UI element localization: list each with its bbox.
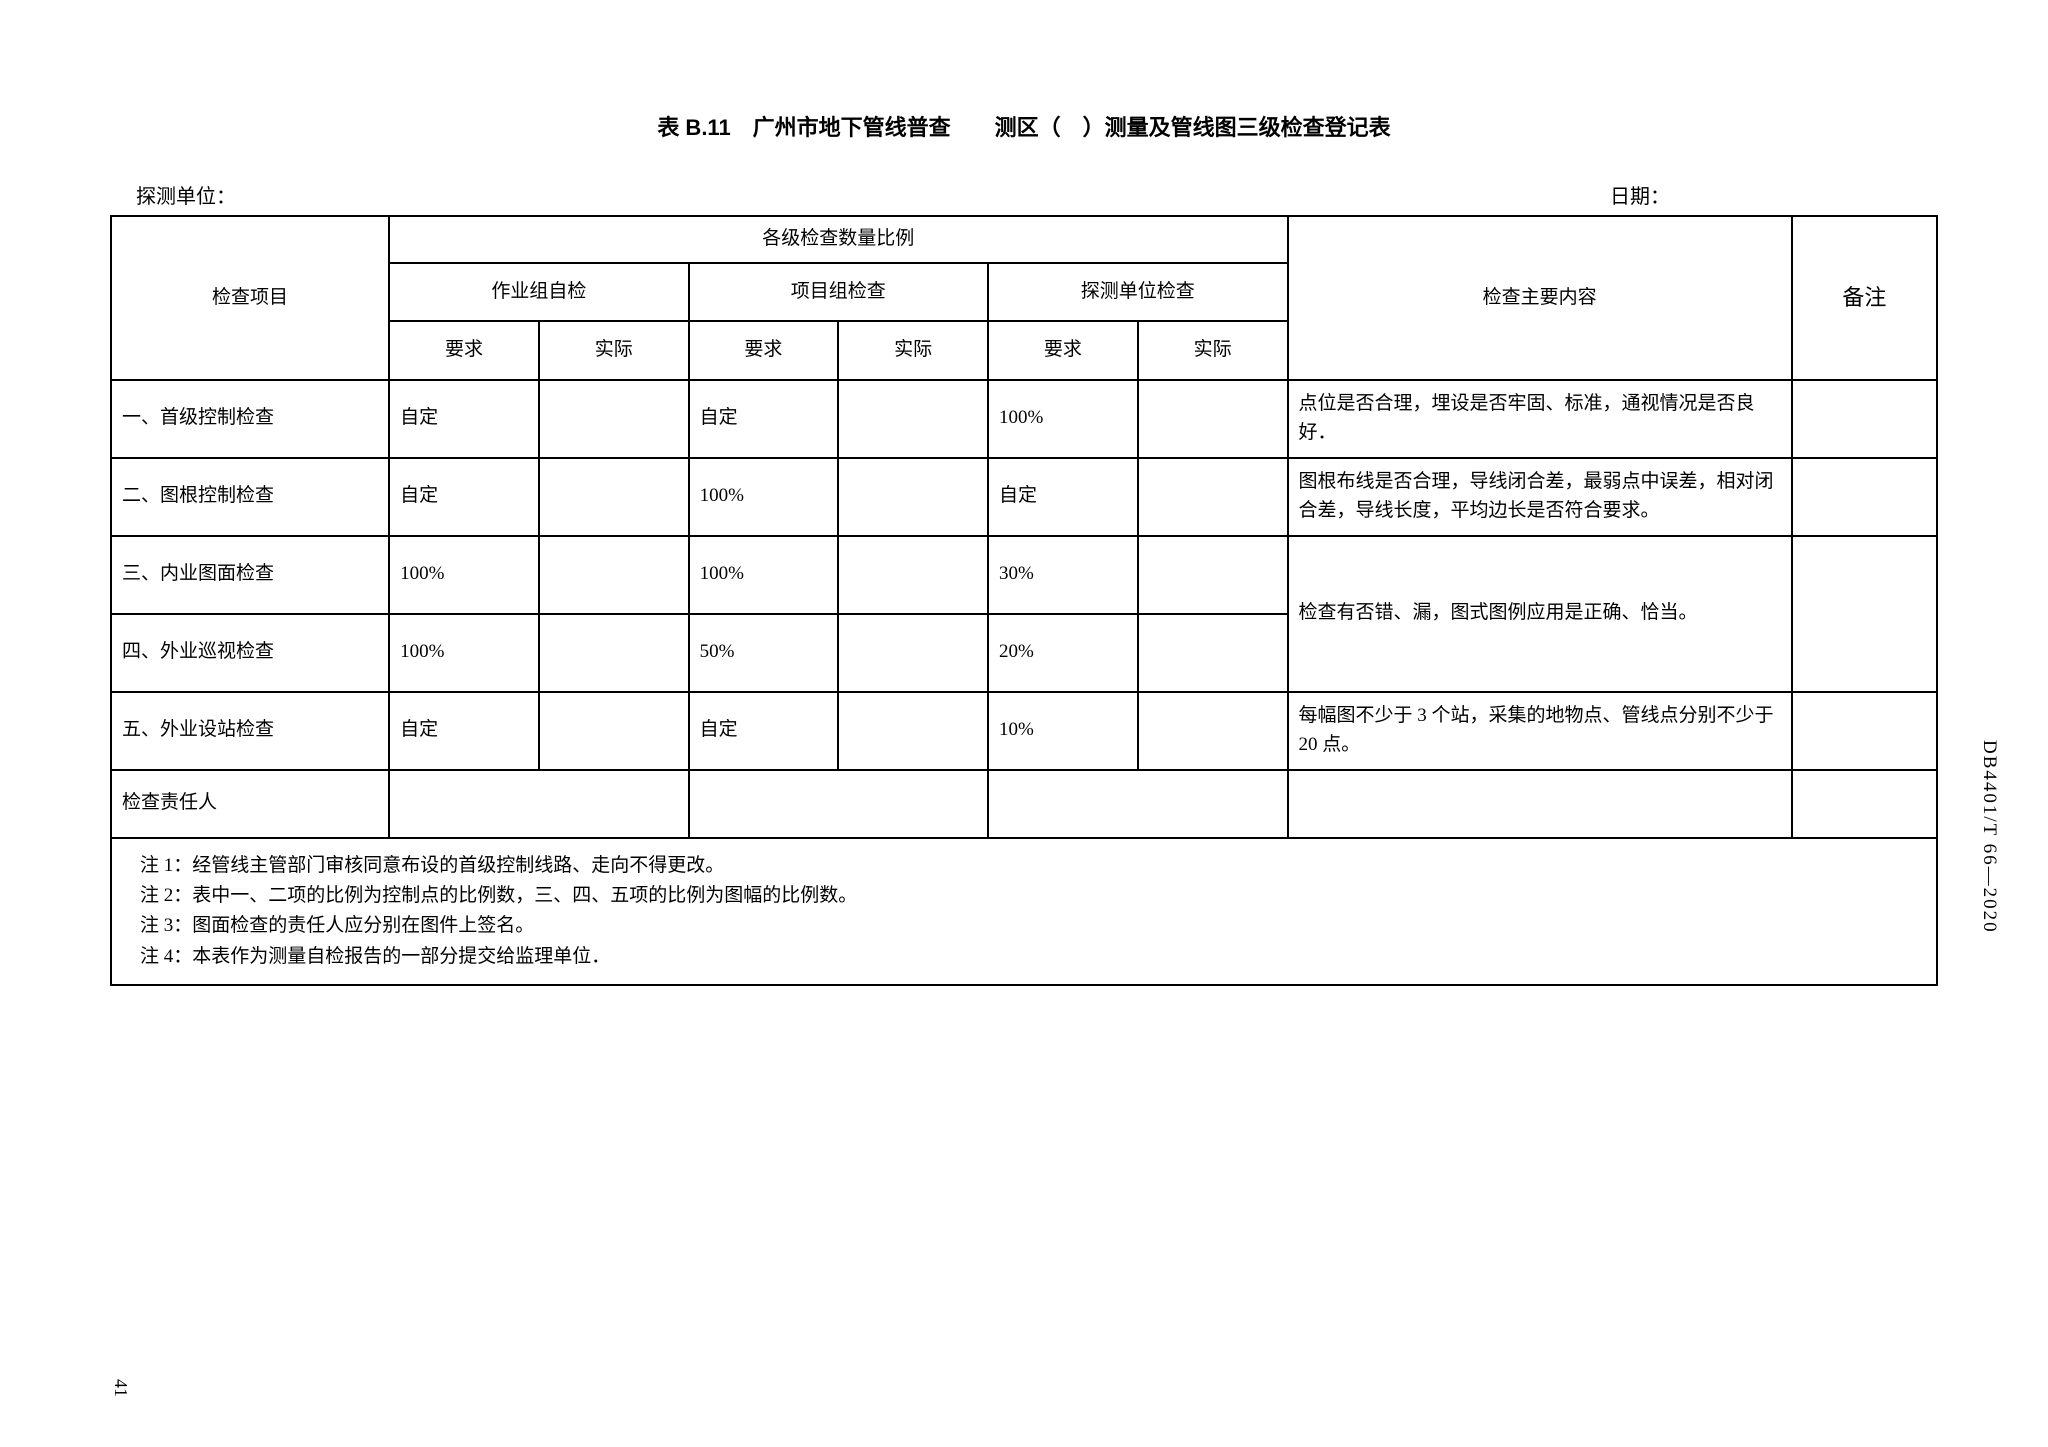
row-g3req: 自定: [988, 458, 1138, 536]
col-g1-req: 要求: [389, 321, 539, 380]
row-g2act: [838, 458, 988, 536]
row-g3act: [1138, 458, 1288, 536]
notes-row: 注 1：经管线主管部门审核同意布设的首级控制线路、走向不得更改。 注 2：表中一…: [111, 838, 1937, 986]
row-remark: [1792, 458, 1937, 536]
row-g2act: [838, 380, 988, 458]
note-line: 注 3：图面检查的责任人应分别在图件上签名。: [140, 911, 1908, 941]
row-g2req: 自定: [689, 692, 839, 770]
row-content: 图根布线是否合理，导线闭合差，最弱点中误差，相对闭合差，导线长度，平均边长是否符…: [1288, 458, 1792, 536]
col-item-header: 检查项目: [111, 216, 389, 380]
responsible-row: 检查责任人: [111, 770, 1937, 838]
table-row: 五、外业设站检查 自定 自定 10% 每幅图不少于 3 个站，采集的地物点、管线…: [111, 692, 1937, 770]
responsible-label: 检查责任人: [111, 770, 389, 838]
col-ratio-header: 各级检查数量比例: [389, 216, 1287, 263]
row-remark: [1792, 692, 1937, 770]
row-g3req: 100%: [988, 380, 1138, 458]
row-g3act: [1138, 536, 1288, 614]
row-g3act: [1138, 380, 1288, 458]
col-g3-req: 要求: [988, 321, 1138, 380]
row-g3req: 10%: [988, 692, 1138, 770]
page-container: 表 B.11 广州市地下管线普查 测区（ ）测量及管线图三级检查登记表 探测单位…: [0, 0, 2048, 1026]
row-g2req: 50%: [689, 614, 839, 692]
row-g1req: 自定: [389, 458, 539, 536]
row-g3req: 20%: [988, 614, 1138, 692]
row-content-merged: 检查有否错、漏，图式图例应用是正确、恰当。: [1288, 536, 1792, 692]
row-g1req: 自定: [389, 380, 539, 458]
row-g1req: 100%: [389, 614, 539, 692]
col-group3-header: 探测单位检查: [988, 263, 1288, 322]
note-line: 注 1：经管线主管部门审核同意布设的首级控制线路、走向不得更改。: [140, 851, 1908, 881]
row-g2req: 100%: [689, 458, 839, 536]
header-unit-label: 探测单位：: [136, 180, 236, 209]
row-g1act: [539, 614, 689, 692]
row-g3act: [1138, 692, 1288, 770]
col-g2-act: 实际: [838, 321, 988, 380]
row-g1act: [539, 692, 689, 770]
col-content-header: 检查主要内容: [1288, 216, 1792, 380]
table-row: 二、图根控制检查 自定 100% 自定 图根布线是否合理，导线闭合差，最弱点中误…: [111, 458, 1937, 536]
col-group1-header: 作业组自检: [389, 263, 688, 322]
row-g2act: [838, 614, 988, 692]
responsible-g1: [389, 770, 688, 838]
row-item: 五、外业设站检查: [111, 692, 389, 770]
row-g1act: [539, 536, 689, 614]
responsible-g2: [689, 770, 988, 838]
row-g2req: 100%: [689, 536, 839, 614]
row-g2act: [838, 692, 988, 770]
row-g1act: [539, 458, 689, 536]
header-row: 探测单位： 日期：: [110, 180, 1938, 209]
row-g2req: 自定: [689, 380, 839, 458]
header-date-label: 日期：: [1610, 180, 1670, 209]
row-remark: [1792, 380, 1937, 458]
row-item: 三、内业图面检查: [111, 536, 389, 614]
row-g3req: 30%: [988, 536, 1138, 614]
page-number: 41: [110, 1379, 131, 1397]
table-row: 一、首级控制检查 自定 自定 100% 点位是否合理，埋设是否牢固、标准，通视情…: [111, 380, 1937, 458]
table-row: 三、内业图面检查 100% 100% 30% 检查有否错、漏，图式图例应用是正确…: [111, 536, 1937, 614]
col-remark-header: 备注: [1792, 216, 1937, 380]
responsible-g3: [988, 770, 1288, 838]
col-g1-act: 实际: [539, 321, 689, 380]
row-remark-merged: [1792, 536, 1937, 692]
col-g3-act: 实际: [1138, 321, 1288, 380]
row-g1act: [539, 380, 689, 458]
table-title: 表 B.11 广州市地下管线普查 测区（ ）测量及管线图三级检查登记表: [110, 110, 1938, 142]
note-line: 注 2：表中一、二项的比例为控制点的比例数，三、四、五项的比例为图幅的比例数。: [140, 881, 1908, 911]
note-line: 注 4：本表作为测量自检报告的一部分提交给监理单位．: [140, 942, 1908, 972]
document-code: DB4401/T 66—2020: [1978, 740, 2000, 934]
row-g2act: [838, 536, 988, 614]
responsible-content: [1288, 770, 1792, 838]
row-g3act: [1138, 614, 1288, 692]
inspection-table: 检查项目 各级检查数量比例 检查主要内容 备注 作业组自检 项目组检查 探测单位…: [110, 215, 1938, 986]
row-item: 一、首级控制检查: [111, 380, 389, 458]
row-item: 四、外业巡视检查: [111, 614, 389, 692]
col-group2-header: 项目组检查: [689, 263, 988, 322]
row-g1req: 100%: [389, 536, 539, 614]
col-g2-req: 要求: [689, 321, 839, 380]
row-g1req: 自定: [389, 692, 539, 770]
row-content: 每幅图不少于 3 个站，采集的地物点、管线点分别不少于 20 点。: [1288, 692, 1792, 770]
notes-cell: 注 1：经管线主管部门审核同意布设的首级控制线路、走向不得更改。 注 2：表中一…: [111, 838, 1937, 986]
responsible-remark: [1792, 770, 1937, 838]
header-row-1: 检查项目 各级检查数量比例 检查主要内容 备注: [111, 216, 1937, 263]
row-content: 点位是否合理，埋设是否牢固、标准，通视情况是否良好．: [1288, 380, 1792, 458]
row-item: 二、图根控制检查: [111, 458, 389, 536]
